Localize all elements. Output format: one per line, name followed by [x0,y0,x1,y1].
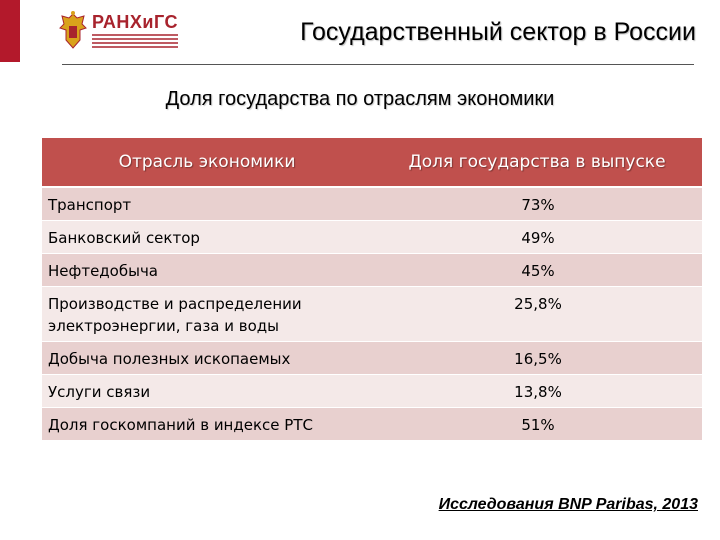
sector-cell: Транспорт [42,187,372,221]
ranepa-logo: РАНХиГС [58,10,178,54]
table-row: Транспорт 73% [42,187,702,221]
sector-cell: Банковский сектор [42,220,372,254]
table-header-row: Отрасль экономики Доля государства в вып… [42,138,702,188]
source-note: Исследования BNP Paribas, 2013 [438,496,698,513]
sector-cell: Доля госкомпаний в индексе РТС [42,407,372,441]
table-row: Услуги связи 13,8% [42,374,702,408]
logo-subtext-lines [92,34,178,50]
share-cell: 13,8% [372,374,702,408]
table-row: Производстве и распределении электроэнер… [42,286,702,342]
share-cell: 73% [372,187,702,221]
sector-cell: Услуги связи [42,374,372,408]
share-cell: 49% [372,220,702,254]
logo-wordmark: РАНХиГС [92,12,178,32]
share-cell: 25,8% [372,286,702,342]
accent-bar [0,0,20,62]
sector-cell: Производстве и распределении электроэнер… [42,286,372,342]
sector-cell: Добыча полезных ископаемых [42,341,372,375]
column-header-sector: Отрасль экономики [42,138,372,188]
table-row: Добыча полезных ископаемых 16,5% [42,341,702,375]
share-cell: 45% [372,253,702,287]
table-row: Доля госкомпаний в индексе РТС 51% [42,407,702,441]
table-row: Нефтедобыча 45% [42,253,702,287]
state-share-table: Отрасль экономики Доля государства в вып… [42,138,702,441]
sector-cell: Нефтедобыча [42,253,372,287]
title-divider [62,64,694,65]
share-cell: 51% [372,407,702,441]
share-cell: 16,5% [372,341,702,375]
table-row: Банковский сектор 49% [42,220,702,254]
eagle-emblem-icon [59,11,87,49]
table-title: Доля государства по отраслям экономики [165,88,555,110]
page-title: Государственный сектор в России [300,18,696,46]
column-header-share: Доля государства в выпуске [372,138,702,188]
